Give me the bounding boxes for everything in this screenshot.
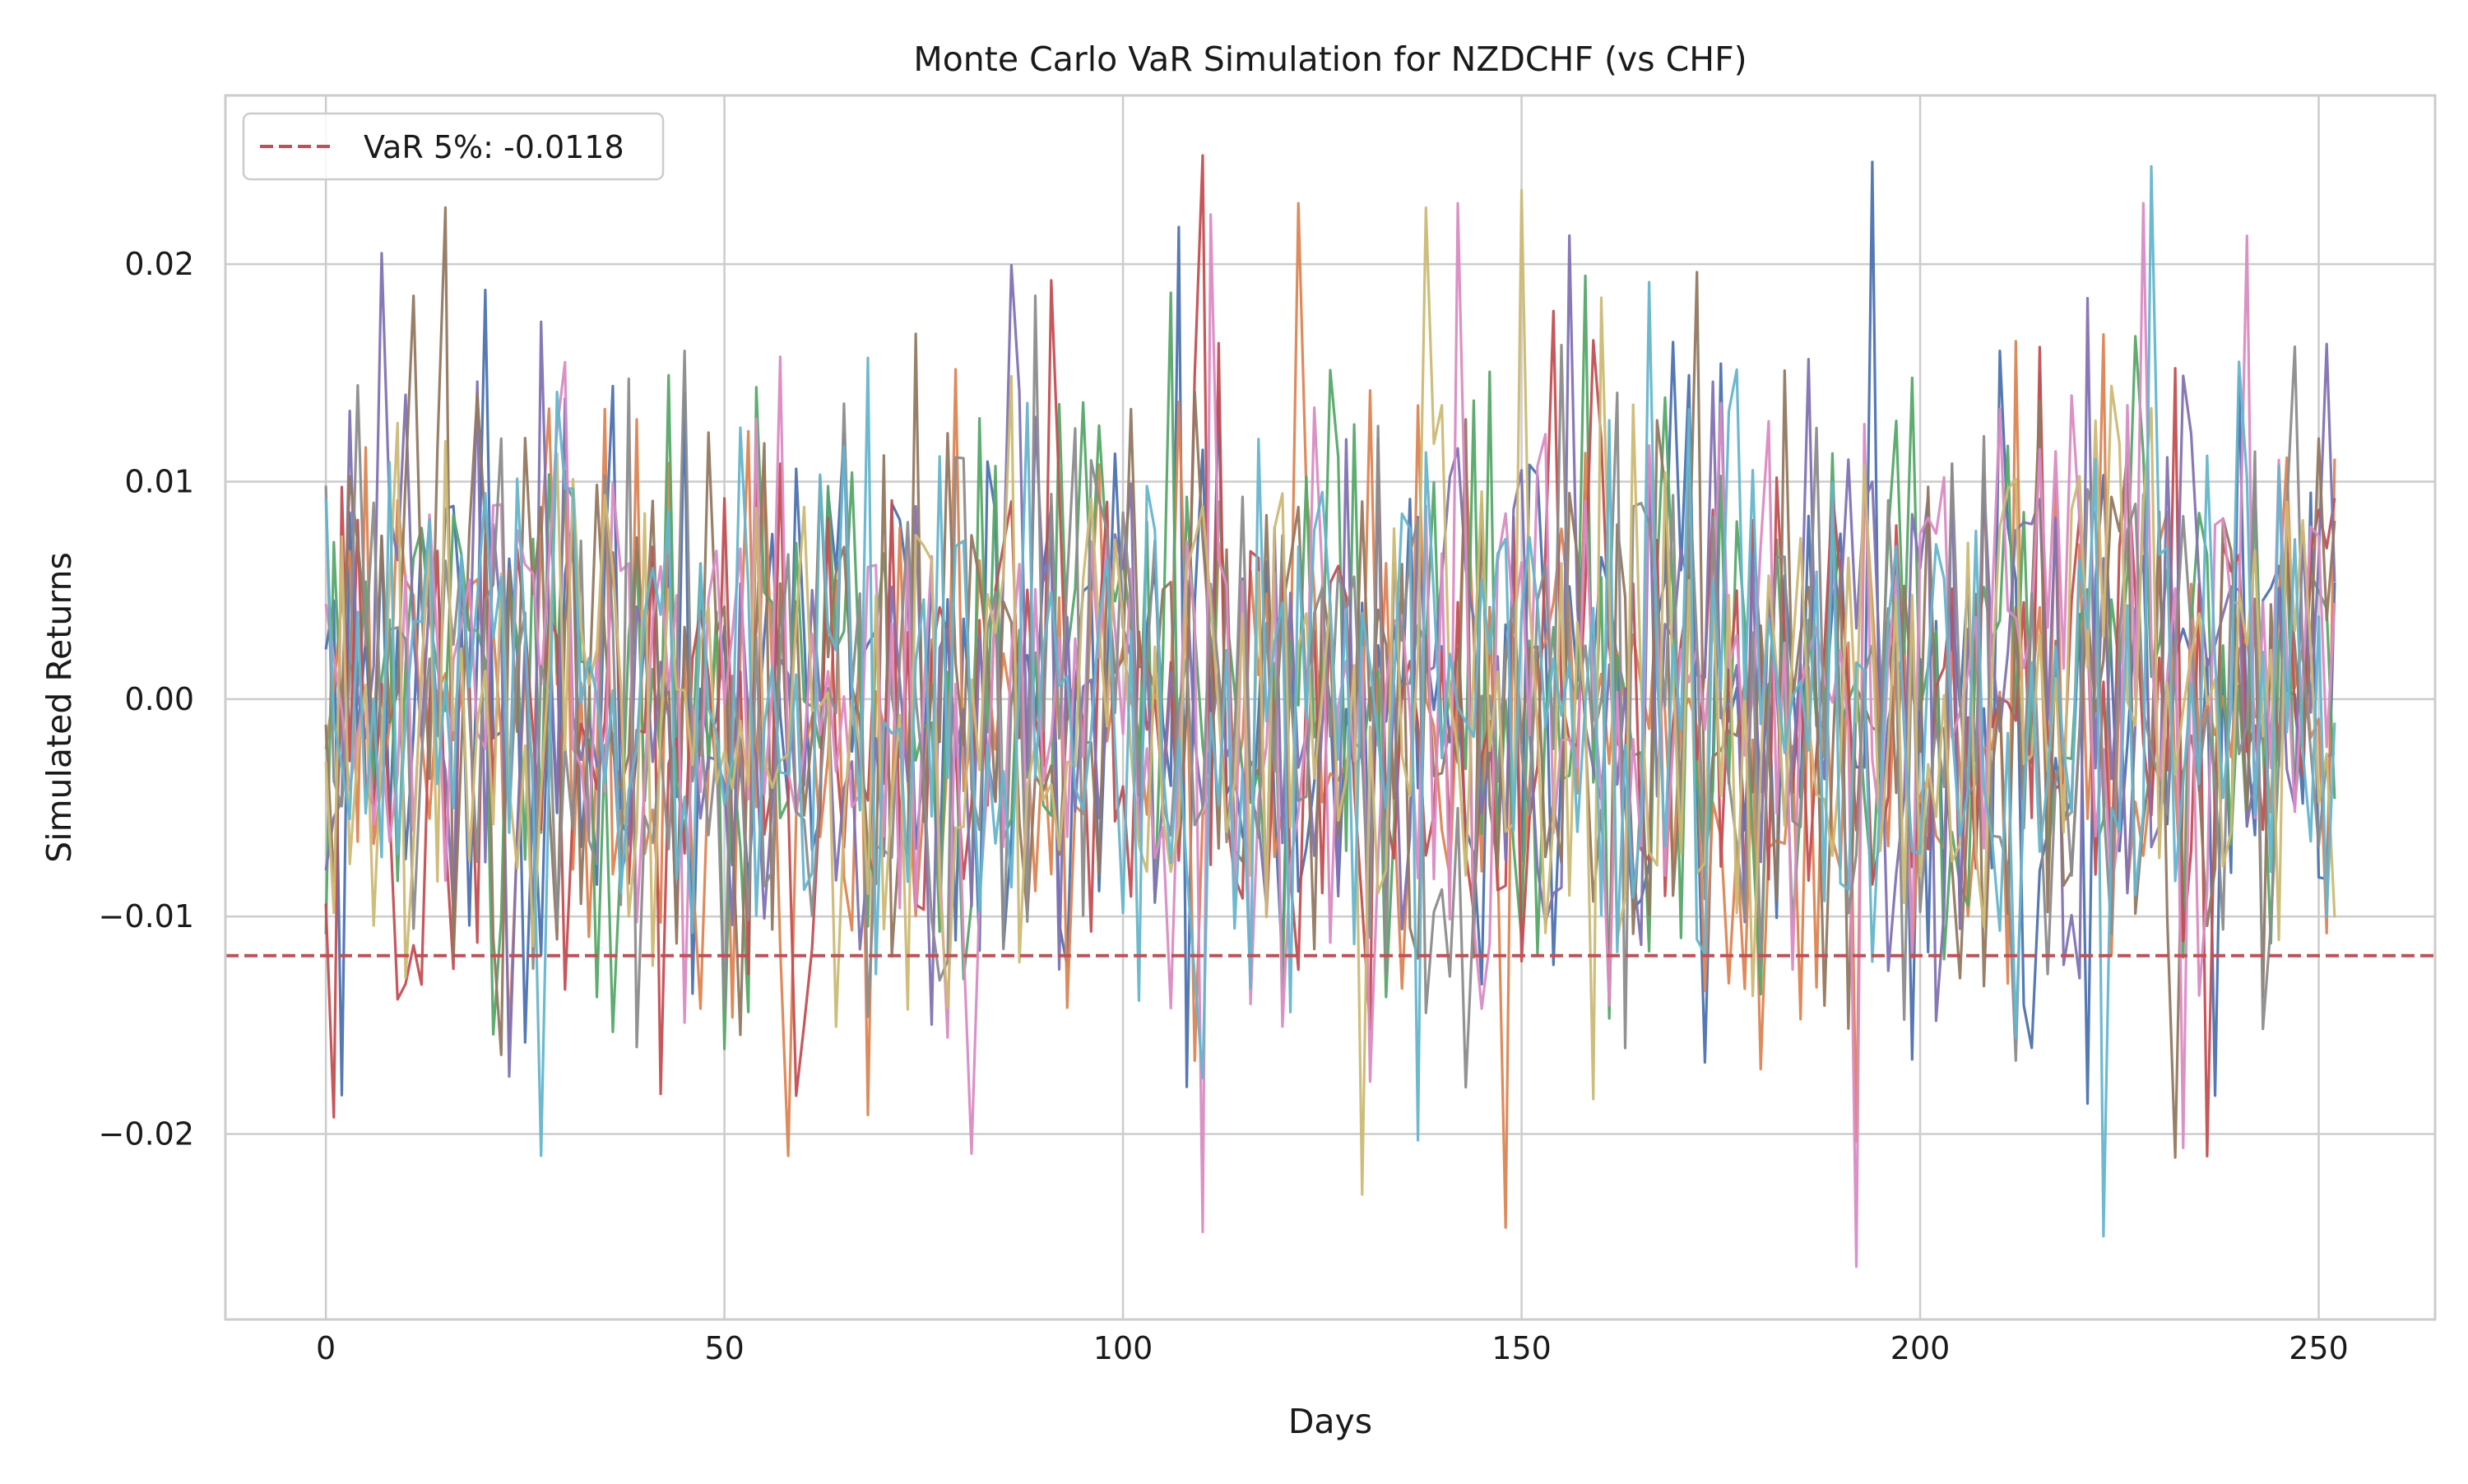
simulation-series-line — [324, 202, 2336, 1268]
y-tick-label: −0.02 — [99, 1116, 194, 1152]
x-tick-label: 150 — [1491, 1330, 1552, 1366]
y-tick-label: 0.01 — [124, 463, 194, 499]
x-tick-label: 50 — [704, 1330, 744, 1366]
tick-labels: 0 50 100 150 200 250 −0.02 −0.01 0.00 0.01 0.02 — [99, 246, 2349, 1366]
chart-title: Monte Carlo VaR Simulation for NZDCHF (v… — [913, 39, 1747, 79]
legend-box — [242, 112, 665, 181]
series-group — [324, 154, 2336, 1268]
plot-frame — [224, 94, 2437, 1321]
x-tick-label: 200 — [1890, 1330, 1951, 1366]
y-tick-label: 0.00 — [124, 681, 194, 717]
x-tick-label: 0 — [316, 1330, 336, 1366]
legend-var-label: VaR 5%: -0.0118 — [364, 129, 624, 165]
x-axis-label: Days — [1288, 1402, 1372, 1441]
y-tick-label: 0.02 — [124, 246, 194, 282]
x-tick-label: 100 — [1093, 1330, 1153, 1366]
y-tick-label: −0.01 — [99, 898, 194, 934]
simulation-series-line — [324, 202, 2336, 1229]
simulation-series-line — [324, 165, 2336, 1238]
legend: VaR 5%: -0.0118 — [242, 112, 665, 181]
x-tick-label: 250 — [2289, 1330, 2349, 1366]
y-axis-label: Simulated Returns — [39, 552, 79, 863]
